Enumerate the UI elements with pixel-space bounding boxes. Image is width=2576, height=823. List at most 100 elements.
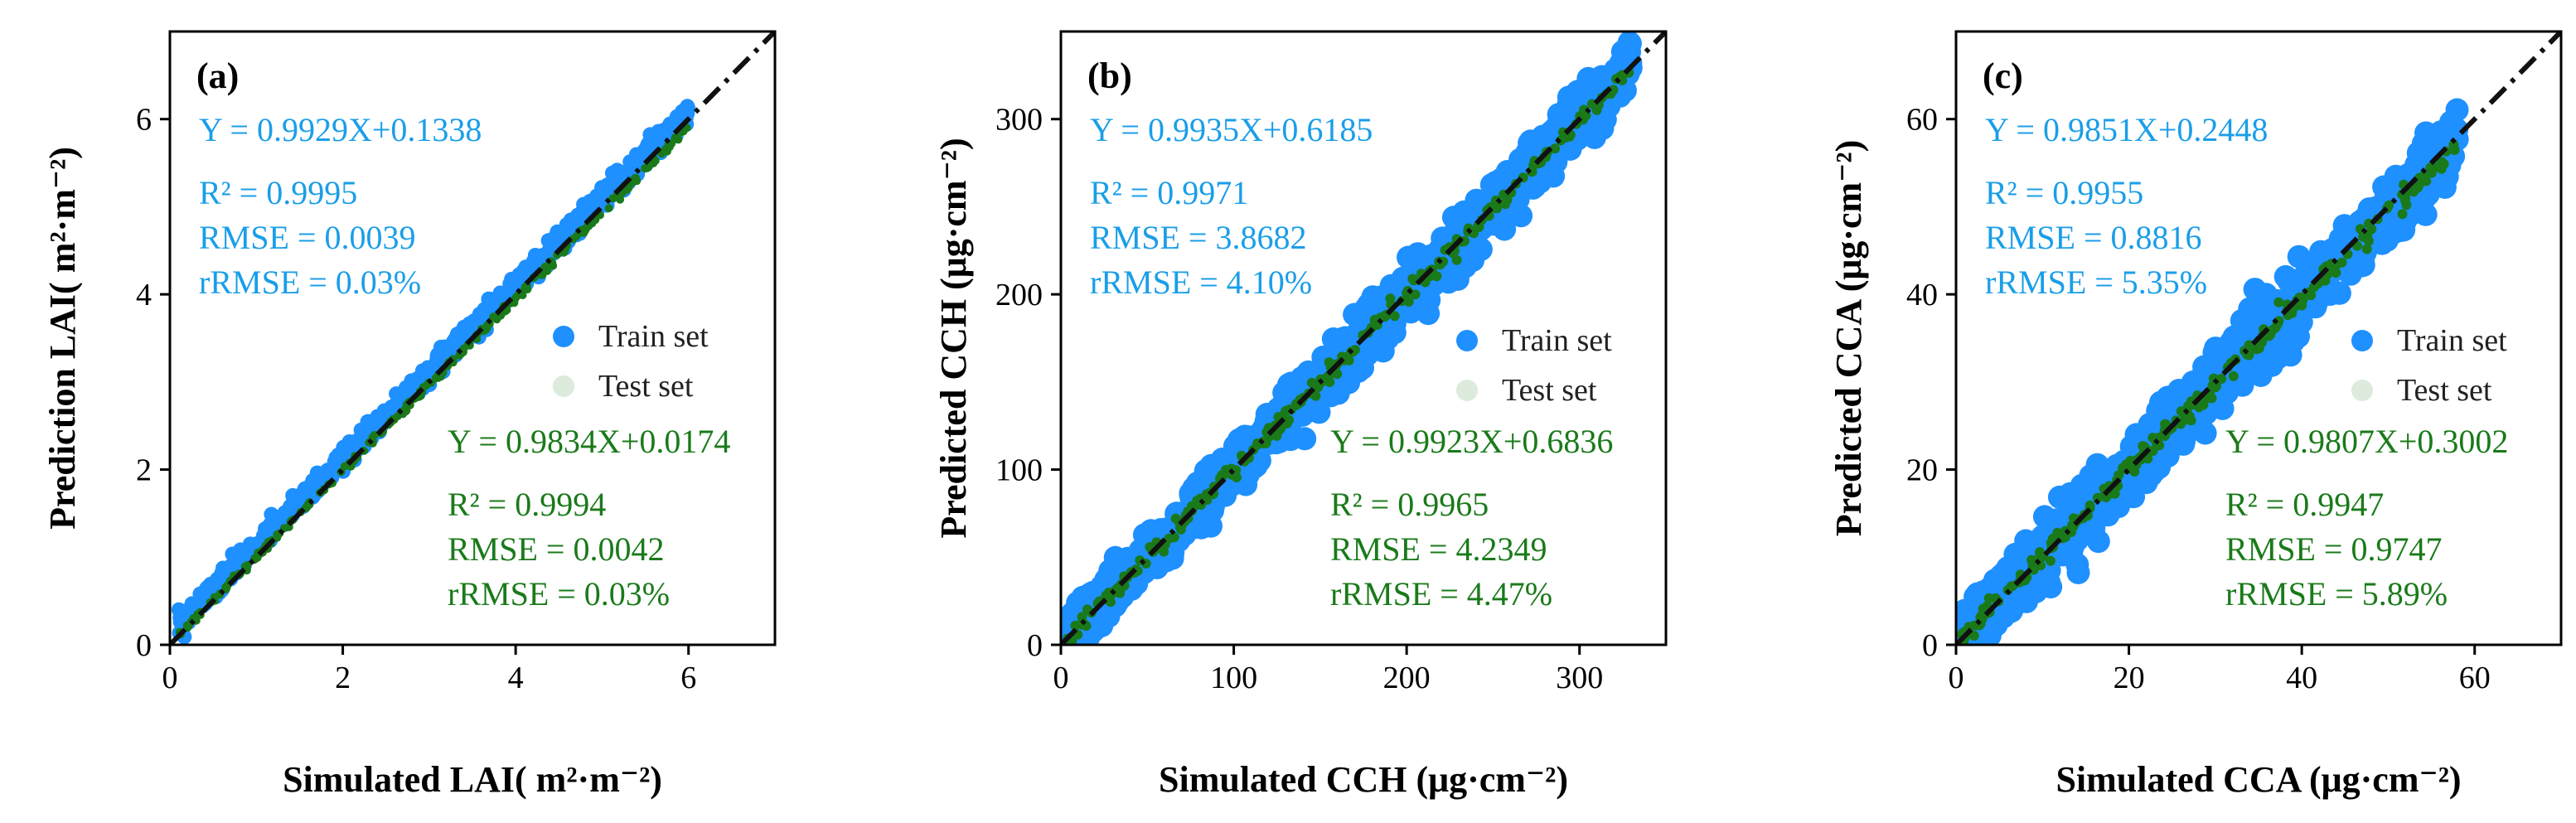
chart-panel-2: 0 100 200 300 0 100 200 300 Simulated CCH (μg·cm… — [933, 30, 1668, 800]
train-point — [1960, 649, 1983, 672]
x-tick-label: 100 — [1210, 661, 1257, 695]
test-point — [482, 325, 491, 334]
train-point — [2117, 482, 2141, 506]
test-point — [1560, 133, 1570, 143]
y-tick-label: 200 — [995, 278, 1043, 312]
one-to-one-line — [170, 31, 775, 645]
train-point — [2149, 390, 2172, 414]
test-point — [2216, 374, 2227, 384]
y-tick-label: 6 — [136, 103, 152, 138]
panel-label: (c) — [1983, 56, 2023, 96]
y-tick-label: 100 — [995, 453, 1043, 488]
test-stat-line: rRMSE = 4.47% — [1330, 575, 1552, 612]
x-tick-label: 200 — [1383, 661, 1431, 695]
axes-frame — [1954, 30, 2563, 646]
y-tick-label: 0 — [136, 628, 152, 663]
train-point — [1073, 653, 1097, 676]
test-stat-line: rRMSE = 5.89% — [2225, 575, 2448, 612]
test-point — [370, 431, 379, 439]
test-point — [2421, 176, 2432, 186]
x-tick-label: 4 — [508, 661, 524, 695]
train-stat-line: R² = 0.9995 — [199, 174, 357, 211]
test-point — [1578, 104, 1589, 115]
axes-frame — [168, 30, 777, 646]
train-point — [1399, 300, 1423, 324]
train-point — [1382, 321, 1407, 345]
legend-train-label: Train set — [598, 319, 709, 354]
test-point — [2028, 564, 2039, 575]
y-axis-label: Prediction LAI( m²·m⁻²) — [42, 147, 83, 530]
test-point — [2228, 370, 2239, 381]
train-point — [311, 466, 327, 482]
test-point — [2129, 467, 2140, 477]
train-point — [1279, 428, 1303, 452]
train-point — [670, 110, 685, 126]
train-stat-line: rRMSE = 5.35% — [1985, 264, 2207, 301]
chart-panel-3: 0 20 40 60 0 20 40 60 Simulated CCA (μg·cm⁻²) Pre… — [1828, 30, 2563, 800]
x-axis-label: Simulated CCH (μg·cm⁻²) — [1159, 759, 1568, 800]
x-tick-label: 0 — [1949, 661, 1964, 695]
train-point — [264, 506, 279, 522]
test-point — [2366, 224, 2377, 235]
train-stat-line: rRMSE = 4.10% — [1090, 264, 1312, 301]
test-point — [1591, 104, 1602, 115]
test-point — [2361, 244, 2372, 254]
legend-train-label: Train set — [2397, 323, 2507, 358]
test-stat-line: rRMSE = 0.03% — [448, 575, 670, 612]
train-point — [1074, 643, 1087, 645]
train-stat-line: Y = 0.9935X+0.6185 — [1090, 111, 1373, 148]
test-stat-line: Y = 0.9807X+0.3002 — [2225, 423, 2508, 460]
chart-panel-1: 0 2 4 6 0 2 4 6 Simulated LAI( m²·m⁻²) Prediction… — [42, 30, 777, 800]
test-point — [1550, 143, 1561, 154]
x-tick-label: 0 — [162, 661, 178, 695]
test-point — [2425, 162, 2436, 173]
test-point — [2320, 275, 2331, 286]
train-point — [569, 211, 585, 227]
test-stat-line: RMSE = 0.0042 — [448, 530, 664, 568]
test-point — [273, 530, 282, 539]
train-point — [2134, 471, 2158, 495]
test-point — [1332, 369, 1343, 380]
test-point — [651, 157, 660, 165]
axes-frame — [1059, 30, 1668, 646]
test-point — [1410, 289, 1421, 300]
x-tick-label: 40 — [2286, 661, 2317, 695]
train-point — [1576, 66, 1600, 90]
train-point — [199, 580, 215, 596]
x-tick-label: 2 — [335, 661, 351, 695]
test-point — [2176, 406, 2186, 417]
train-point — [429, 353, 444, 368]
test-point — [2186, 415, 2196, 426]
x-tick-label: 6 — [680, 661, 696, 695]
test-point — [1221, 465, 1231, 475]
test-stat-line: RMSE = 0.9747 — [2225, 530, 2442, 568]
test-point — [182, 621, 191, 630]
test-point — [632, 177, 642, 186]
train-point — [640, 138, 656, 153]
test-point — [2026, 554, 2037, 565]
plot-area — [1956, 31, 2561, 672]
train-point — [187, 596, 203, 612]
y-tick-label: 40 — [1906, 278, 1938, 312]
test-point — [2309, 282, 2320, 293]
test-stat-line: R² = 0.9965 — [1330, 486, 1489, 523]
train-point — [1984, 612, 2008, 637]
x-tick-label: 300 — [1556, 661, 1603, 695]
x-axis-label: Simulated CCA (μg·cm⁻²) — [2055, 759, 2461, 800]
x-tick-label: 0 — [1053, 661, 1069, 695]
test-point — [661, 147, 670, 156]
legend-test-marker — [2351, 380, 2373, 401]
test-point — [2035, 547, 2045, 558]
y-tick-label: 0 — [1027, 628, 1043, 663]
train-point — [2351, 254, 2374, 278]
x-axis-label: Simulated LAI( m²·m⁻²) — [283, 759, 662, 800]
x-tick-label: 60 — [2459, 661, 2491, 695]
train-stat-line: rRMSE = 0.03% — [199, 264, 421, 301]
test-point — [1169, 532, 1179, 543]
test-point — [1473, 220, 1484, 230]
test-point — [671, 135, 680, 144]
one-to-one-line — [1061, 31, 1666, 645]
test-stat-line: R² = 0.9994 — [448, 486, 606, 523]
train-point — [1361, 285, 1385, 309]
